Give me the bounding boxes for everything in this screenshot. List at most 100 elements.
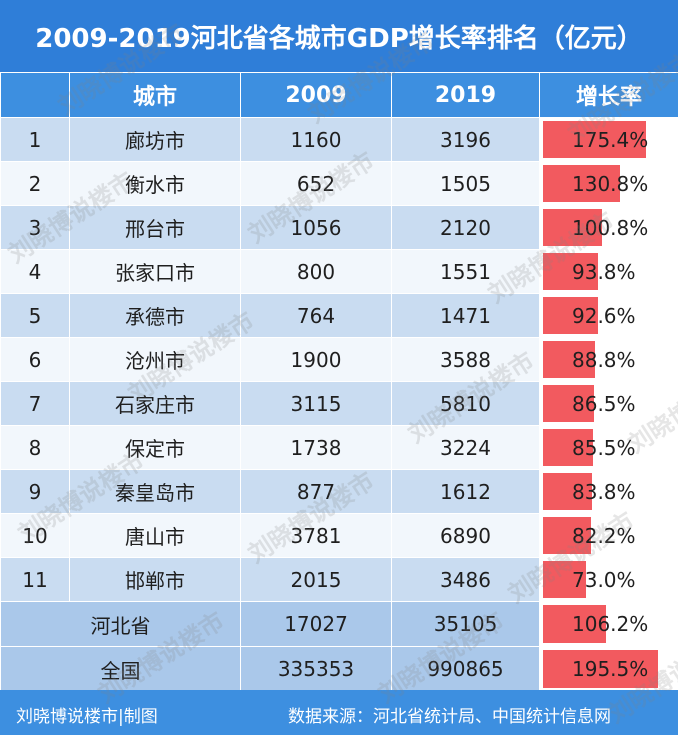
gdp-2009-cell: 3781 xyxy=(240,513,392,558)
header-rank xyxy=(0,72,70,118)
growth-value: 93.8% xyxy=(572,259,636,284)
footer: 刘晓博说楼市|制图 数据来源：河北省统计局、中国统计信息网 xyxy=(0,690,678,735)
rank-cell: 2 xyxy=(0,161,70,206)
footer-source: 数据来源：河北省统计局、中国统计信息网 xyxy=(288,707,611,727)
growth-cell: 106.2% xyxy=(539,601,678,647)
table-row: 1 廊坊市 1160 3196 175.4% xyxy=(0,117,678,162)
gdp-2009-cell: 1160 xyxy=(240,117,392,162)
rank-cell: 9 xyxy=(0,469,70,514)
growth-cell: 130.8% xyxy=(539,161,678,206)
city-cell: 石家庄市 xyxy=(69,381,241,426)
city-cell: 沧州市 xyxy=(69,337,241,382)
city-cell: 衡水市 xyxy=(69,161,241,206)
total-name-cell: 全国 xyxy=(0,646,241,692)
growth-value: 175.4% xyxy=(572,127,649,152)
table-row: 8 保定市 1738 3224 85.5% xyxy=(0,425,678,470)
city-cell: 承德市 xyxy=(69,293,241,338)
gdp-2019-cell: 3224 xyxy=(391,425,540,470)
header-2009: 2009 xyxy=(240,72,392,118)
growth-value: 73.0% xyxy=(572,567,636,592)
growth-bar xyxy=(543,385,594,422)
growth-cell: 83.8% xyxy=(539,469,678,514)
gdp-2019-cell: 1471 xyxy=(391,293,540,338)
gdp-2009-cell: 1738 xyxy=(240,425,392,470)
growth-cell: 73.0% xyxy=(539,557,678,602)
rank-cell: 4 xyxy=(0,249,70,294)
growth-bar xyxy=(543,561,586,598)
growth-bar xyxy=(543,297,598,334)
rank-cell: 1 xyxy=(0,117,70,162)
city-cell: 唐山市 xyxy=(69,513,241,558)
page-title: 2009-2019河北省各城市GDP增长率排名（亿元） xyxy=(0,0,678,72)
total-name-cell: 河北省 xyxy=(0,601,241,647)
gdp-2019-cell: 6890 xyxy=(391,513,540,558)
table-row: 7 石家庄市 3115 5810 86.5% xyxy=(0,381,678,426)
growth-bar xyxy=(543,605,606,643)
total-row: 全国 335353 990865 195.5% xyxy=(0,646,678,692)
growth-cell: 100.8% xyxy=(539,205,678,250)
city-cell: 张家口市 xyxy=(69,249,241,294)
gdp-2019-cell: 3486 xyxy=(391,557,540,602)
gdp-2009-cell: 800 xyxy=(240,249,392,294)
header-2019: 2019 xyxy=(391,72,540,118)
gdp-2009-cell: 3115 xyxy=(240,381,392,426)
header-growth: 增长率 xyxy=(539,72,678,118)
growth-bar xyxy=(543,473,592,510)
growth-value: 195.5% xyxy=(572,657,649,681)
gdp-2009-cell: 335353 xyxy=(240,646,392,692)
table-row: 5 承德市 764 1471 92.6% xyxy=(0,293,678,338)
growth-value: 100.8% xyxy=(572,215,649,240)
city-cell: 廊坊市 xyxy=(69,117,241,162)
rank-cell: 8 xyxy=(0,425,70,470)
growth-cell: 88.8% xyxy=(539,337,678,382)
growth-cell: 85.5% xyxy=(539,425,678,470)
gdp-2019-cell: 3588 xyxy=(391,337,540,382)
gdp-2019-cell: 35105 xyxy=(391,601,540,647)
growth-value: 106.2% xyxy=(572,612,649,636)
growth-value: 85.5% xyxy=(572,435,636,460)
rank-cell: 6 xyxy=(0,337,70,382)
growth-cell: 92.6% xyxy=(539,293,678,338)
growth-value: 88.8% xyxy=(572,347,636,372)
table-row: 10 唐山市 3781 6890 82.2% xyxy=(0,513,678,558)
growth-cell: 86.5% xyxy=(539,381,678,426)
growth-value: 86.5% xyxy=(572,391,636,416)
rank-cell: 3 xyxy=(0,205,70,250)
growth-value: 83.8% xyxy=(572,479,636,504)
gdp-2009-cell: 1056 xyxy=(240,205,392,250)
gdp-2019-cell: 990865 xyxy=(391,646,540,692)
city-cell: 邢台市 xyxy=(69,205,241,250)
table-row: 3 邢台市 1056 2120 100.8% xyxy=(0,205,678,250)
rank-cell: 10 xyxy=(0,513,70,558)
gdp-2019-cell: 3196 xyxy=(391,117,540,162)
gdp-2009-cell: 877 xyxy=(240,469,392,514)
growth-bar xyxy=(543,121,646,158)
growth-cell: 82.2% xyxy=(539,513,678,558)
rank-cell: 7 xyxy=(0,381,70,426)
table-row: 4 张家口市 800 1551 93.8% xyxy=(0,249,678,294)
city-cell: 保定市 xyxy=(69,425,241,470)
header-row: 城市 2009 2019 增长率 xyxy=(0,72,678,118)
footer-credit: 刘晓博说楼市|制图 xyxy=(16,707,158,727)
table-row: 6 沧州市 1900 3588 88.8% xyxy=(0,337,678,382)
city-cell: 秦皇岛市 xyxy=(69,469,241,514)
growth-cell: 175.4% xyxy=(539,117,678,162)
gdp-2019-cell: 1551 xyxy=(391,249,540,294)
gdp-2009-cell: 1900 xyxy=(240,337,392,382)
growth-value: 82.2% xyxy=(572,523,636,548)
gdp-2019-cell: 2120 xyxy=(391,205,540,250)
growth-bar xyxy=(543,429,593,466)
gdp-2009-cell: 17027 xyxy=(240,601,392,647)
gdp-table: 城市 2009 2019 增长率 1 廊坊市 1160 3196 175.4% 2 衡水市 6… xyxy=(0,72,678,692)
growth-bar xyxy=(543,517,591,554)
growth-cell: 195.5% xyxy=(539,646,678,692)
header-city: 城市 xyxy=(69,72,241,118)
gdp-2009-cell: 2015 xyxy=(240,557,392,602)
growth-value: 130.8% xyxy=(572,171,649,196)
growth-bar xyxy=(543,341,595,378)
table-row: 9 秦皇岛市 877 1612 83.8% xyxy=(0,469,678,514)
growth-bar xyxy=(543,650,658,688)
growth-cell: 93.8% xyxy=(539,249,678,294)
table-row: 11 邯郸市 2015 3486 73.0% xyxy=(0,557,678,602)
growth-bar xyxy=(543,253,598,290)
